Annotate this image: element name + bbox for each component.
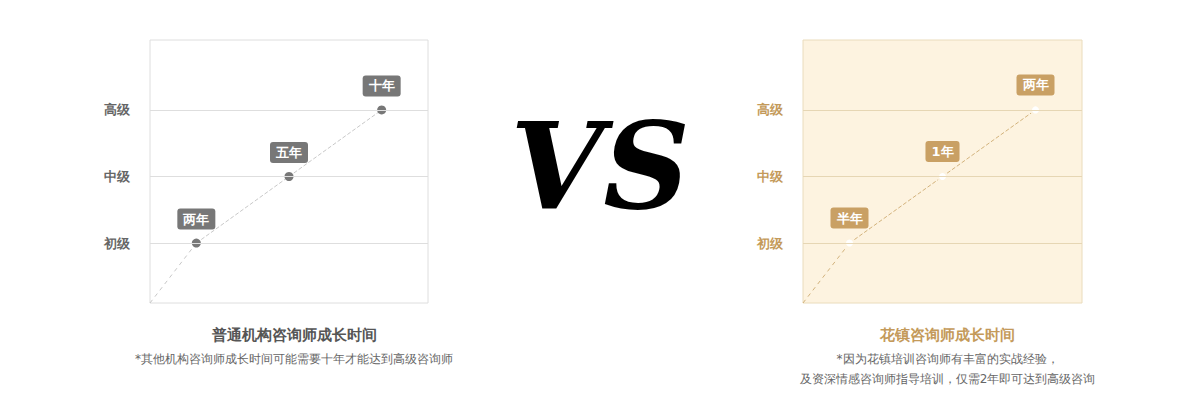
svg-text:十年: 十年 (368, 78, 395, 93)
svg-text:五年: 五年 (275, 145, 302, 160)
svg-text:半年: 半年 (836, 211, 863, 226)
svg-text:*因为花镇培训咨询师有丰富的实战经验，: *因为花镇培训咨询师有丰富的实战经验， (837, 352, 1059, 366)
svg-text:VS: VS (510, 95, 690, 236)
svg-text:普通机构咨询师成长时间: 普通机构咨询师成长时间 (211, 326, 377, 344)
svg-text:*其他机构咨询师成长时间可能需要十年才能达到高级咨询师: *其他机构咨询师成长时间可能需要十年才能达到高级咨询师 (135, 352, 453, 366)
svg-text:初级: 初级 (756, 236, 784, 251)
svg-text:初级: 初级 (103, 236, 131, 251)
svg-text:花镇咨询师成长时间: 花镇咨询师成长时间 (879, 326, 1015, 344)
svg-text:及资深情感咨询师指导培训，仅需2年即可达到高级咨询: 及资深情感咨询师指导培训，仅需2年即可达到高级咨询 (800, 372, 1096, 386)
svg-text:中级: 中级 (757, 169, 784, 184)
svg-text:高级: 高级 (104, 102, 131, 117)
svg-text:1年: 1年 (931, 144, 953, 159)
svg-text:两年: 两年 (182, 212, 209, 227)
svg-text:高级: 高级 (757, 102, 784, 117)
svg-text:两年: 两年 (1022, 77, 1049, 92)
svg-text:中级: 中级 (104, 169, 131, 184)
